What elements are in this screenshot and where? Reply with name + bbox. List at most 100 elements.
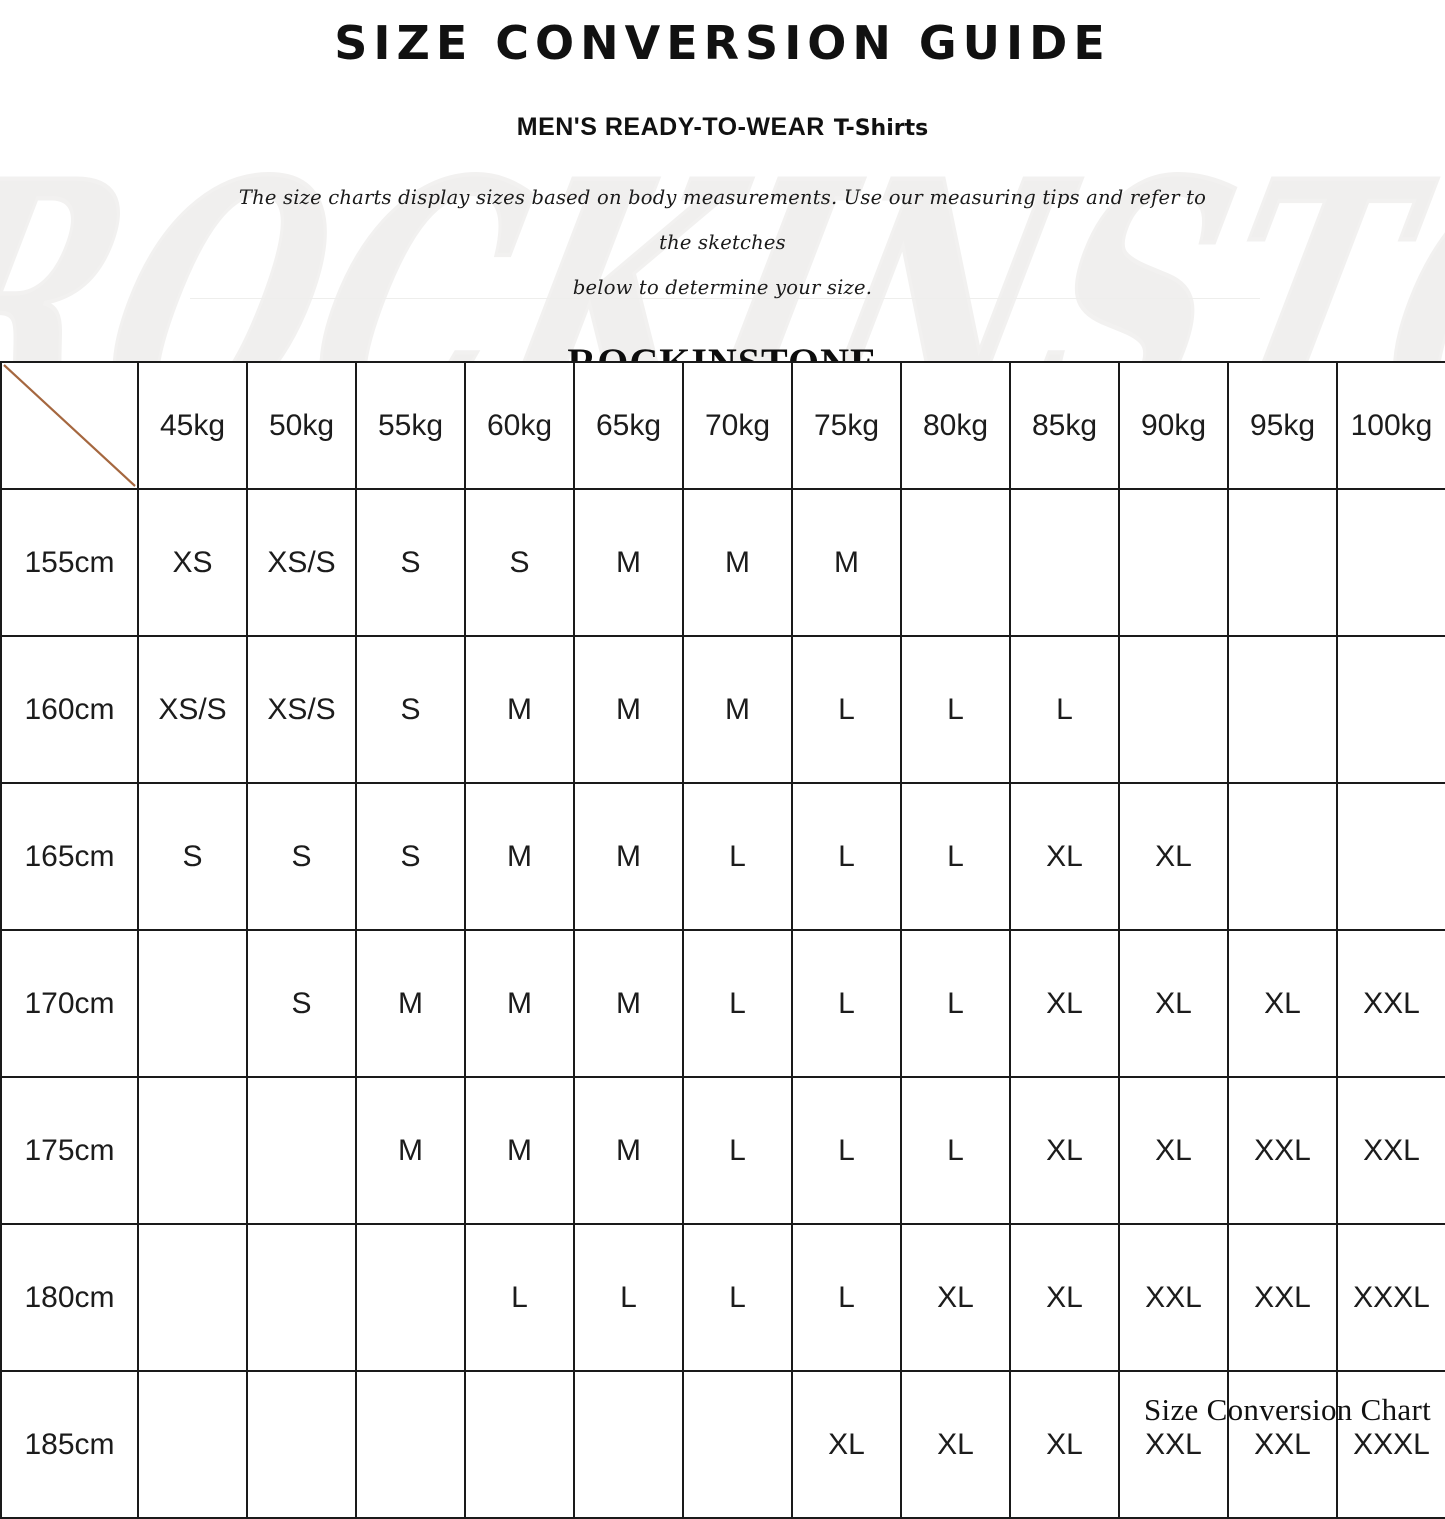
subtitle-product: T-Shirts [833, 116, 929, 142]
size-cell: L [791, 1223, 902, 1372]
size-cell: XS/S [246, 488, 357, 637]
subtitle-row: MEN'S READY-TO-WEAR T-Shirts [0, 113, 1445, 142]
column-header-weight: 90kg [1118, 361, 1229, 490]
row-header-height: 155cm [0, 488, 139, 637]
size-cell: L [682, 929, 793, 1078]
size-cell: M [464, 1076, 575, 1225]
size-cell: S [246, 929, 357, 1078]
size-cell: L [791, 635, 902, 784]
row-header-height: 180cm [0, 1223, 139, 1372]
description-text: The size charts display sizes based on b… [223, 176, 1223, 311]
size-cell: L [900, 782, 1011, 931]
size-cell: XXL [1227, 1076, 1338, 1225]
size-cell: M [464, 782, 575, 931]
size-cell: M [573, 782, 684, 931]
size-cell: XL [1118, 782, 1229, 931]
size-cell: L [791, 782, 902, 931]
size-cell: M [573, 488, 684, 637]
size-cell [1118, 488, 1229, 637]
description-line-1: The size charts display sizes based on b… [238, 186, 1207, 255]
size-cell: L [900, 1076, 1011, 1225]
size-cell: S [246, 782, 357, 931]
size-cell [1336, 782, 1445, 931]
size-cell: L [573, 1223, 684, 1372]
size-cell [246, 1223, 357, 1372]
size-cell [137, 929, 248, 1078]
column-header-weight: 70kg [682, 361, 793, 490]
size-cell: XXXL [1336, 1223, 1445, 1372]
size-cell: S [464, 488, 575, 637]
size-cell: XL [1118, 929, 1229, 1078]
size-cell [1009, 488, 1120, 637]
size-cell [137, 1223, 248, 1372]
size-cell [1227, 782, 1338, 931]
size-cell: M [682, 488, 793, 637]
size-cell: S [355, 782, 466, 931]
page-title: SIZE CONVERSION GUIDE [334, 16, 1111, 70]
size-cell: L [682, 1076, 793, 1225]
size-cell: L [791, 1076, 902, 1225]
row-header-height: 165cm [0, 782, 139, 931]
size-cell: XXL [1336, 1076, 1445, 1225]
size-cell: XXL [1227, 1223, 1338, 1372]
column-header-weight: 100kg [1336, 361, 1445, 490]
diagonal-divider-icon [3, 364, 136, 487]
table-row: 175cm M M M L L L XL XL XXL XXL [0, 1076, 1445, 1225]
header-block: SIZE CONVERSION GUIDE MEN'S READY-TO-WEA… [0, 0, 1445, 386]
size-cell: M [464, 635, 575, 784]
row-header-height: 175cm [0, 1076, 139, 1225]
size-cell: XS [137, 488, 248, 637]
table-row: 165cm S S S M M L L L XL XL [0, 782, 1445, 931]
size-cell: XL [1009, 1076, 1120, 1225]
size-cell: L [682, 782, 793, 931]
column-header-weight: 65kg [573, 361, 684, 490]
size-cell: L [900, 929, 1011, 1078]
size-cell: XS/S [246, 635, 357, 784]
size-conversion-table: 45kg 50kg 55kg 60kg 65kg 70kg 75kg 80kg 85kg 90kg… [0, 361, 1445, 1519]
column-header-weight: 75kg [791, 361, 902, 490]
size-cell: M [355, 1076, 466, 1225]
size-cell: XL [1118, 1076, 1229, 1225]
size-cell: S [137, 782, 248, 931]
table-header-row: 45kg 50kg 55kg 60kg 65kg 70kg 75kg 80kg 85kg 90kg… [0, 361, 1445, 490]
size-cell: XL [1227, 929, 1338, 1078]
table-row: 180cm L L L L XL XL XXL XXL XXXL [0, 1223, 1445, 1372]
column-header-weight: 60kg [464, 361, 575, 490]
size-cell: M [573, 1076, 684, 1225]
column-header-weight: 95kg [1227, 361, 1338, 490]
size-cell [1336, 488, 1445, 637]
size-cell [1227, 488, 1338, 637]
footer-caption: Size Conversion Chart [1144, 1392, 1431, 1427]
size-cell: XXL [1336, 929, 1445, 1078]
size-cell [900, 488, 1011, 637]
table-body: 155cm XS XS/S S S M M M 160cm XS/S XS/S S M M M L L L 165c… [0, 488, 1445, 1519]
size-cell: XL [1009, 1223, 1120, 1372]
row-header-height: 170cm [0, 929, 139, 1078]
column-header-weight: 55kg [355, 361, 466, 490]
size-cell [1118, 635, 1229, 784]
size-cell [1336, 635, 1445, 784]
size-cell: L [682, 1223, 793, 1372]
size-cell: XL [1009, 782, 1120, 931]
size-cell: M [573, 635, 684, 784]
table-row: 170cm S M M M L L L XL XL XL XXL [0, 929, 1445, 1078]
size-cell [246, 1076, 357, 1225]
size-cell: M [464, 929, 575, 1078]
size-cell: L [1009, 635, 1120, 784]
size-cell [1227, 635, 1338, 784]
column-header-weight: 80kg [900, 361, 1011, 490]
size-cell: S [355, 635, 466, 784]
size-cell: M [682, 635, 793, 784]
size-cell [137, 1076, 248, 1225]
size-cell [355, 1223, 466, 1372]
size-cell: XL [900, 1223, 1011, 1372]
column-header-weight: 45kg [137, 361, 248, 490]
size-cell: L [464, 1223, 575, 1372]
column-header-weight: 85kg [1009, 361, 1120, 490]
column-header-weight: 50kg [246, 361, 357, 490]
corner-cell-diagonal [0, 361, 139, 490]
table-row: 160cm XS/S XS/S S M M M L L L [0, 635, 1445, 784]
description-line-2: below to determine your size. [572, 275, 873, 299]
size-cell: M [791, 488, 902, 637]
size-cell: XXL [1118, 1223, 1229, 1372]
